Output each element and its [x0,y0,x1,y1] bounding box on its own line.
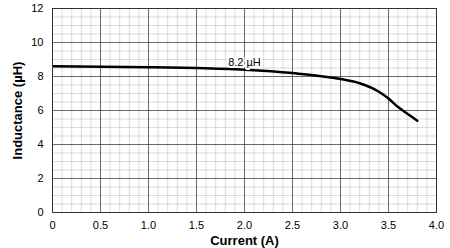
svg-text:6: 6 [37,104,43,116]
svg-text:2.0: 2.0 [237,219,252,231]
svg-text:1.5: 1.5 [189,219,204,231]
svg-text:3.0: 3.0 [333,219,348,231]
svg-text:0: 0 [37,206,43,218]
svg-text:8.2 µH: 8.2 µH [228,56,261,68]
svg-text:10: 10 [31,36,43,48]
svg-text:12: 12 [31,2,43,14]
svg-text:4.0: 4.0 [429,219,444,231]
svg-text:Inductance (µH): Inductance (µH) [10,62,25,160]
svg-text:0: 0 [49,219,55,231]
svg-text:3.5: 3.5 [381,219,396,231]
svg-text:0.5: 0.5 [93,219,108,231]
svg-text:2.5: 2.5 [285,219,300,231]
svg-text:Current (A): Current (A) [210,233,279,248]
svg-text:2: 2 [37,172,43,184]
svg-text:1.0: 1.0 [141,219,156,231]
svg-text:8: 8 [37,70,43,82]
svg-text:4: 4 [37,138,43,150]
